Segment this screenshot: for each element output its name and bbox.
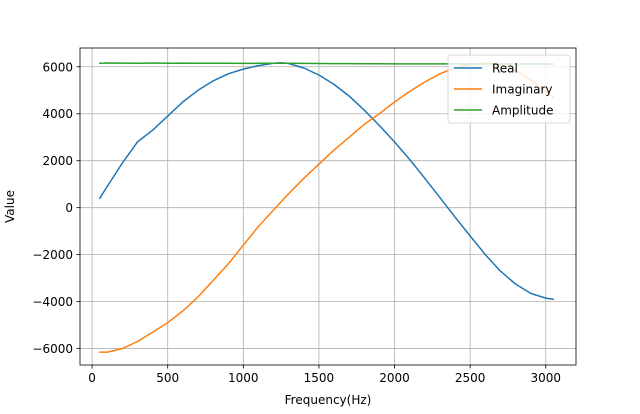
y-tick-label: −6000	[32, 342, 73, 356]
legend: Real Imaginary Amplitude	[447, 54, 571, 124]
x-tick-label: 3000	[530, 371, 561, 385]
x-tick-label: 2000	[379, 371, 410, 385]
y-axis-label: Value	[3, 190, 17, 223]
x-axis-label: Frequency(Hz)	[285, 393, 372, 407]
y-tick-label: 2000	[42, 154, 73, 168]
legend-label-real: Real	[492, 62, 518, 76]
x-tick-label: 1500	[304, 371, 335, 385]
plot-area-frame	[79, 47, 577, 366]
y-tick-label: −4000	[32, 295, 73, 309]
legend-label-amplitude: Amplitude	[492, 104, 554, 118]
ticks: 0 500 1000 1500 2000 2500 3000 −6000 −4000 −2000 0…	[32, 60, 561, 385]
series-line-real	[98, 62, 555, 301]
x-tick-label: 500	[156, 371, 179, 385]
legend-label-imaginary: Imaginary	[492, 83, 553, 97]
x-tick-label: 1000	[228, 371, 259, 385]
y-tick-label: 0	[65, 201, 73, 215]
legend-box	[447, 54, 571, 124]
x-tick-label: 0	[88, 371, 96, 385]
y-tick-label: 6000	[42, 60, 73, 74]
y-tick-label: −2000	[32, 248, 73, 262]
y-tick-label: 4000	[42, 107, 73, 121]
x-tick-label: 2500	[455, 371, 486, 385]
